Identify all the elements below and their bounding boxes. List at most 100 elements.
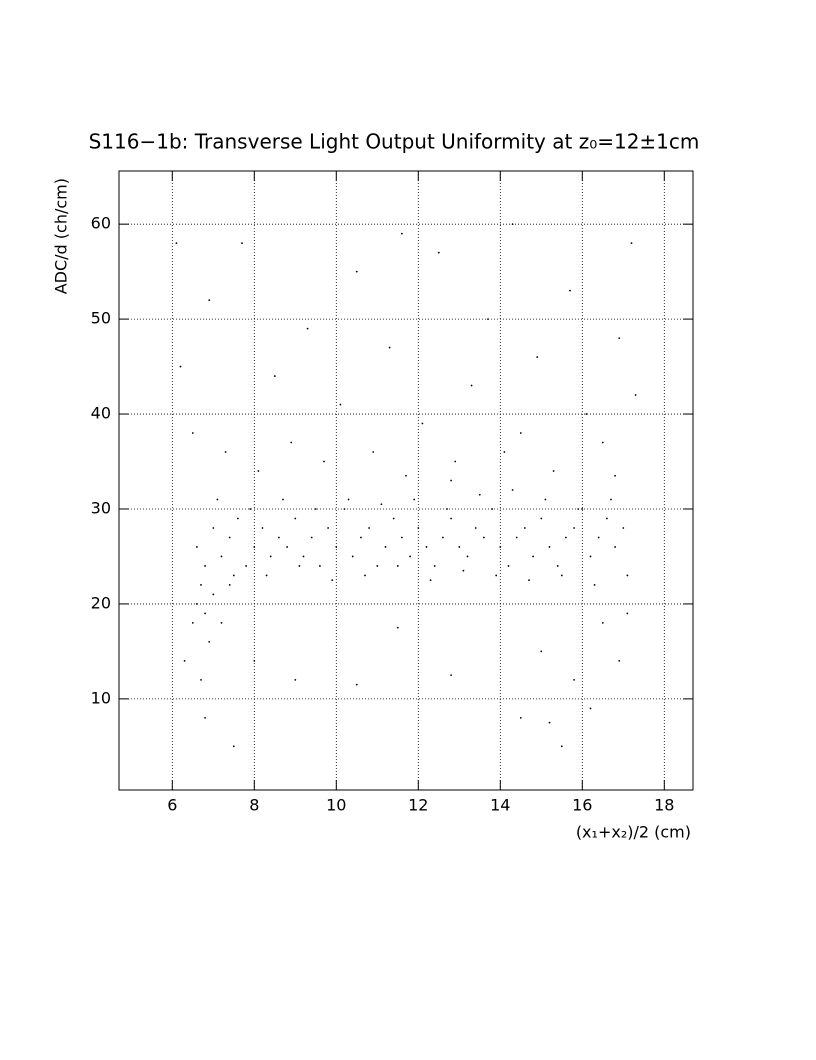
point [253,659,256,662]
point [462,569,465,572]
point [478,493,481,496]
point [249,508,252,510]
point [601,441,604,444]
point [265,574,268,577]
point [511,223,514,226]
y-axis-label: ADC/d (ch/cm) [52,178,71,294]
point [245,565,248,567]
point [573,678,575,681]
point [429,579,432,582]
point [507,565,510,567]
point [319,565,321,567]
point [191,432,194,434]
point [228,536,231,539]
y-tick-label: 10 [91,688,111,707]
point [376,565,379,567]
point [483,536,485,539]
point [331,579,334,582]
point [294,678,297,681]
point [212,527,215,529]
x-tick-label: 10 [326,796,346,815]
point [511,489,514,491]
point [253,546,256,548]
point [208,299,211,302]
y-tick-label: 60 [91,214,111,233]
x-tick-label: 12 [408,796,428,815]
point [556,565,559,567]
point [548,546,551,548]
point [528,579,530,582]
point [314,508,317,510]
x-tick-label: 16 [572,796,592,815]
point [573,527,575,529]
point [286,546,288,548]
point [196,546,198,548]
point [630,242,633,245]
point [577,508,580,510]
point [269,555,272,558]
point [372,451,375,453]
point [610,498,612,501]
x-tick-label: 14 [490,796,510,815]
point [396,565,399,567]
point [417,527,420,529]
point [355,270,358,273]
point [491,508,493,510]
point [458,546,461,548]
point [606,517,608,520]
point [220,622,223,624]
point [228,584,231,586]
point [191,622,194,624]
point [351,555,354,558]
point [310,536,313,539]
point [532,555,534,558]
y-tick-label: 50 [91,309,111,328]
point [593,584,596,586]
point [347,498,350,501]
point [597,536,600,539]
point [581,508,584,510]
point [306,327,309,330]
x-tick-label: 8 [249,796,259,815]
point [405,474,407,477]
point [519,432,522,434]
point [470,384,473,387]
point [548,721,551,724]
point [409,555,411,558]
y-tick-label: 20 [91,593,111,612]
point [204,716,207,719]
point [442,536,444,539]
point [232,745,235,748]
point [396,626,399,629]
point [626,612,629,615]
point [392,517,395,520]
point [565,536,567,539]
point [446,508,448,510]
point [437,251,440,254]
point [622,527,625,529]
point [634,394,637,396]
x-tick-label: 6 [167,796,177,815]
point [388,346,391,349]
point [487,318,489,321]
point [335,546,338,548]
point [614,474,616,477]
point [282,498,284,501]
point [552,470,555,472]
point [626,574,629,577]
point [200,678,202,681]
point [589,707,592,710]
point [540,650,543,653]
point [232,574,235,577]
point [495,574,498,577]
point [257,470,260,472]
point [278,536,280,539]
point [519,716,522,719]
point [499,546,502,548]
point [343,508,346,510]
point [212,593,215,596]
point [290,441,293,444]
point [401,232,403,235]
point [433,565,436,567]
